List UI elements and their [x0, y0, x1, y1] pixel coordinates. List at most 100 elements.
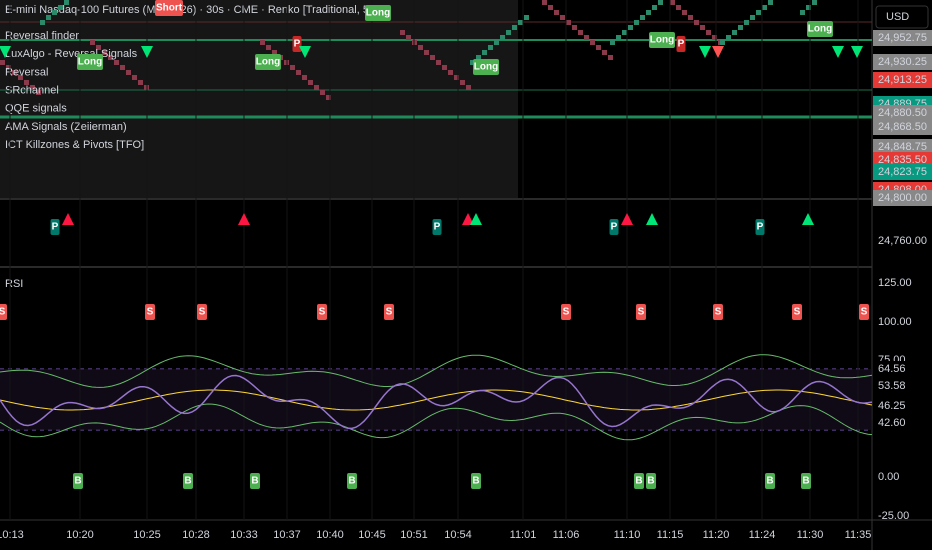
- renko-brick: [812, 0, 817, 5]
- price-label-bg: [873, 72, 932, 88]
- signal-text: S: [319, 307, 326, 318]
- signal-label: [347, 473, 357, 489]
- triangle: [141, 46, 153, 58]
- rsi-axis-label: 0.00: [878, 471, 899, 483]
- signal-text: B: [647, 476, 654, 487]
- signal-label: [676, 36, 686, 52]
- time-label: 10:40: [316, 529, 344, 541]
- renko-brick: [114, 60, 119, 65]
- rsi-label-bg: [873, 415, 932, 431]
- renko-brick: [476, 55, 481, 60]
- renko-brick: [762, 5, 767, 10]
- price-label-bg: [873, 119, 932, 135]
- rsi-axis-label: 53.58: [878, 380, 906, 392]
- renko-brick: [518, 20, 523, 25]
- signal-text: S: [715, 307, 722, 318]
- signal-label: [609, 219, 619, 235]
- renko-brick: [602, 50, 607, 55]
- renko-brick: [6, 65, 11, 70]
- signal-label: [471, 473, 481, 489]
- signal-label: [0, 304, 7, 320]
- signal-label: [50, 219, 60, 235]
- signal-label: [77, 54, 103, 70]
- renko-brick: [732, 30, 737, 35]
- renko-brick: [622, 30, 627, 35]
- rsi-upper-band: [0, 354, 873, 388]
- renko-brick: [466, 85, 471, 90]
- signal-label: [255, 54, 281, 70]
- renko-brick: [260, 40, 265, 45]
- renko-brick: [694, 20, 699, 25]
- indicator-name: SRchannel: [5, 85, 59, 97]
- rsi-axis-label: 46.25: [878, 400, 906, 412]
- renko-brick: [406, 35, 411, 40]
- signal-label: [713, 304, 723, 320]
- rsi-title: RSI: [5, 278, 23, 290]
- renko-brick: [590, 40, 595, 45]
- signal-label: [384, 304, 394, 320]
- signal-text: Long: [256, 57, 280, 68]
- signal-label: [432, 219, 442, 235]
- renko-brick: [400, 30, 405, 35]
- renko-brick: [46, 15, 51, 20]
- signal-text: Long: [808, 24, 832, 35]
- signal-label: [473, 59, 499, 75]
- legend-shade: [0, 0, 518, 198]
- rsi-label-bg: [873, 378, 932, 394]
- triangle: [646, 213, 658, 225]
- price-label: 24,868.50: [878, 121, 927, 133]
- signal-text: Long: [474, 62, 498, 73]
- renko-brick: [720, 40, 725, 45]
- renko-brick: [418, 45, 423, 50]
- signal-text: P: [52, 222, 59, 233]
- price-label: 24,800.00: [878, 192, 927, 204]
- signal-label: [145, 304, 155, 320]
- time-label: 11:10: [614, 529, 641, 541]
- renko-brick: [560, 15, 565, 20]
- time-label: 10:28: [182, 529, 210, 541]
- currency[interactable]: USD: [886, 11, 909, 23]
- triangle: [802, 213, 814, 225]
- triangle: [462, 213, 474, 225]
- indicator-name: AMA Signals (Zeiierman): [5, 121, 127, 133]
- renko-brick: [424, 50, 429, 55]
- renko-brick: [494, 40, 499, 45]
- signal-label: [636, 304, 646, 320]
- signal-text: S: [147, 307, 154, 318]
- renko-brick: [266, 45, 271, 50]
- renko-brick: [646, 10, 651, 15]
- rsi-axis-label: 42.60: [878, 417, 906, 429]
- rsi-label-bg: [873, 398, 932, 414]
- renko-brick: [272, 50, 277, 55]
- renko-brick: [566, 20, 571, 25]
- signal-text: S: [638, 307, 645, 318]
- rsi-fill: [0, 369, 872, 430]
- renko-brick: [18, 75, 23, 80]
- renko-brick: [302, 75, 307, 80]
- time-label: 11:35: [845, 529, 872, 541]
- signal-text: P: [757, 222, 764, 233]
- renko-brick: [40, 20, 45, 25]
- price-label-bg: [873, 54, 932, 70]
- time-label: 10:13: [0, 529, 24, 541]
- rsi-axis-label: 100.00: [878, 316, 912, 328]
- price-label: 24,835.50: [878, 154, 927, 166]
- currency-button[interactable]: [875, 5, 929, 29]
- renko-brick: [436, 60, 441, 65]
- renko-brick: [500, 35, 505, 40]
- time-label: 10:37: [273, 529, 301, 541]
- renko-brick: [0, 60, 5, 65]
- time-label: 11:24: [749, 529, 776, 541]
- signal-text: Short: [156, 3, 183, 14]
- signal-label: [634, 473, 644, 489]
- renko-brick: [512, 25, 517, 30]
- signal-label: [292, 36, 302, 52]
- price-label: 24,823.75: [878, 166, 927, 178]
- indicator-name: Reversal: [5, 66, 48, 78]
- renko-brick: [58, 5, 63, 10]
- signal-label: [561, 304, 571, 320]
- renko-brick: [756, 10, 761, 15]
- renko-brick: [64, 0, 69, 5]
- renko-brick: [448, 70, 453, 75]
- rsi-line: [0, 374, 873, 430]
